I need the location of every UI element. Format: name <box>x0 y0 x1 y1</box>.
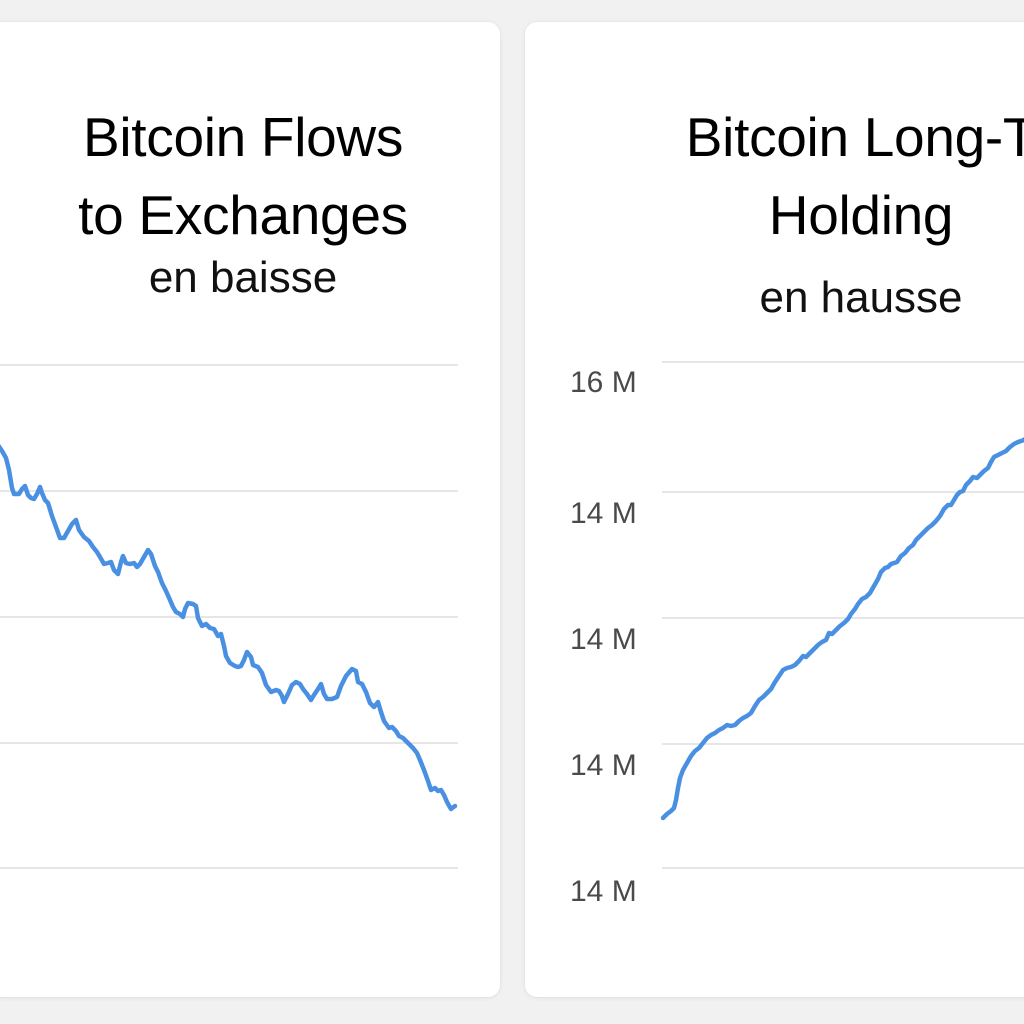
y-axis-label-5: 14 M <box>570 875 637 908</box>
gridlines <box>0 364 458 869</box>
gridlines <box>662 361 1024 869</box>
line-chart-exchange-flows <box>0 364 458 869</box>
chart-card-exchange-flows: Bitcoin Flows to Exchanges en baisse <box>0 22 500 997</box>
y-axis-label-1: 16 M <box>570 366 637 399</box>
chart-card-long-term-holding: Bitcoin Long-T Holding en hausse 16 M 14… <box>525 22 1024 997</box>
chart-title-line1: Bitcoin Long-T <box>685 106 1024 168</box>
chart-title-line1: Bitcoin Flows <box>82 106 404 168</box>
y-axis-label-2: 14 M <box>570 497 637 530</box>
data-line <box>0 443 458 812</box>
y-axis-label-3: 14 M <box>570 623 637 656</box>
chart-title-line2: Holding <box>768 184 954 246</box>
chart-subtitle: en baisse <box>148 253 338 302</box>
line-chart-long-term-holding <box>660 361 1024 869</box>
data-line <box>660 436 1024 821</box>
y-axis-label-4: 14 M <box>570 749 637 782</box>
chart-subtitle: en hausse <box>759 273 963 322</box>
chart-title-line2: to Exchanges <box>78 184 408 246</box>
